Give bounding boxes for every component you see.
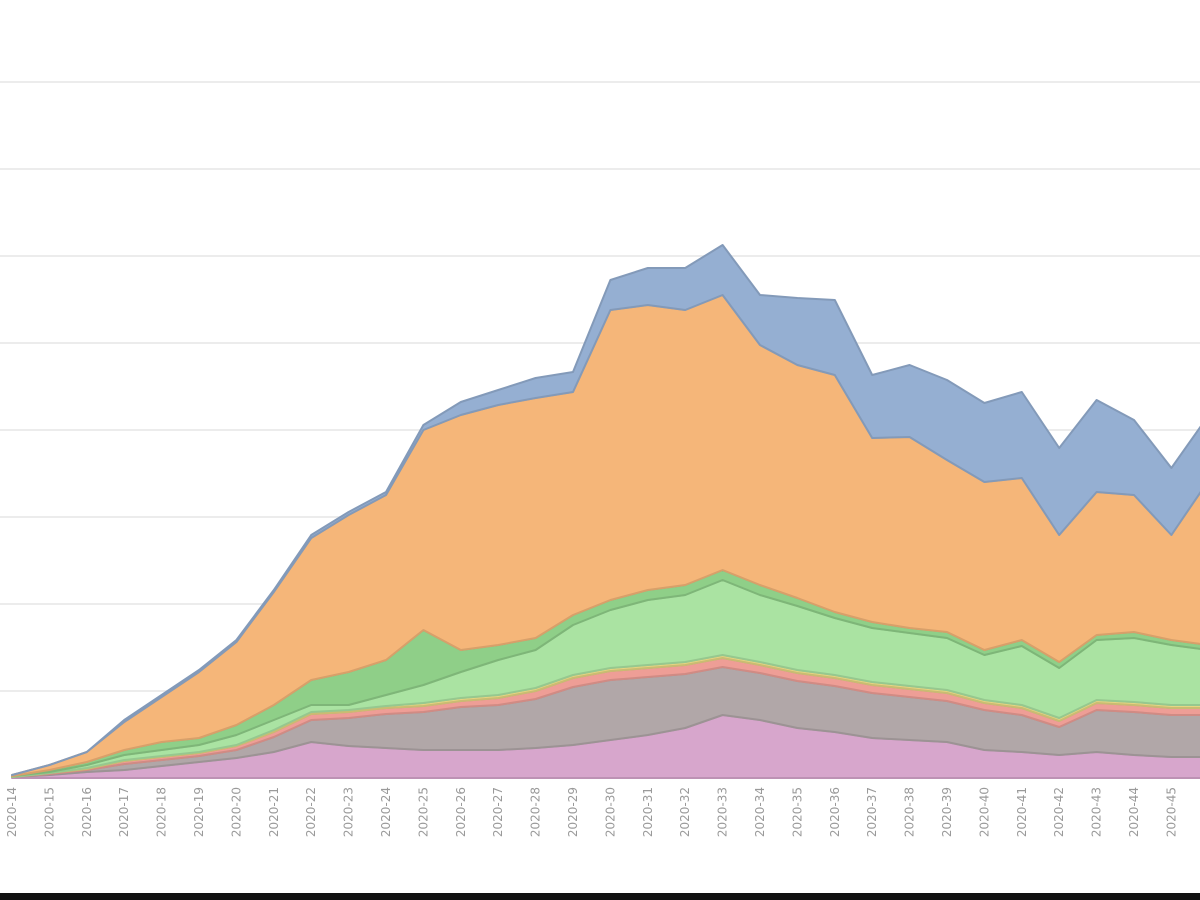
area-series-8 <box>11 244 1200 776</box>
x-tick-label: 2020-32 <box>678 787 692 837</box>
x-tick-label: 2020-39 <box>940 787 954 837</box>
x-tick-label: 2020-44 <box>1127 787 1141 837</box>
x-tick-label: 2020-34 <box>753 787 767 837</box>
x-tick-label: 2020-16 <box>80 787 94 837</box>
x-tick-label: 2020-36 <box>828 787 842 837</box>
x-tick-label: 2020-38 <box>903 787 917 837</box>
x-tick-label: 2020-45 <box>1164 787 1178 837</box>
x-tick-label: 2020-19 <box>192 787 206 837</box>
x-tick-label: 2020-29 <box>566 787 580 837</box>
x-tick-label: 2020-40 <box>977 787 991 837</box>
x-tick-label: 2020-26 <box>454 787 468 837</box>
x-tick-label: 2020-17 <box>117 787 131 837</box>
x-tick-label: 2020-21 <box>267 787 281 837</box>
x-tick-label: 2020-28 <box>529 787 543 837</box>
x-axis-tick-labels: 2020-14 2020-15 2020-16 2020-17 2020-18 2020-… <box>5 787 1178 837</box>
x-tick-label: 2020-30 <box>603 787 617 837</box>
x-tick-label: 2020-27 <box>491 787 505 837</box>
x-tick-label: 2020-24 <box>379 787 393 837</box>
x-tick-label: 2020-31 <box>641 787 655 837</box>
x-tick-label: 2020-14 <box>5 787 19 837</box>
x-tick-label: 2020-41 <box>1015 787 1029 837</box>
x-tick-label: 2020-15 <box>42 787 56 837</box>
x-tick-label: 2020-20 <box>229 787 243 837</box>
x-tick-label: 2020-22 <box>304 787 318 837</box>
x-tick-label: 2020-43 <box>1090 787 1104 837</box>
x-tick-label: 2020-18 <box>155 787 169 837</box>
bottom-border <box>0 893 1200 900</box>
x-tick-label: 2020-35 <box>790 787 804 837</box>
x-tick-label: 2020-25 <box>416 787 430 837</box>
x-tick-label: 2020-42 <box>1052 787 1066 837</box>
area-layers <box>11 244 1200 779</box>
x-tick-label: 2020-37 <box>865 787 879 837</box>
x-tick-label: 2020-23 <box>342 787 356 837</box>
x-tick-label: 2020-33 <box>716 787 730 837</box>
